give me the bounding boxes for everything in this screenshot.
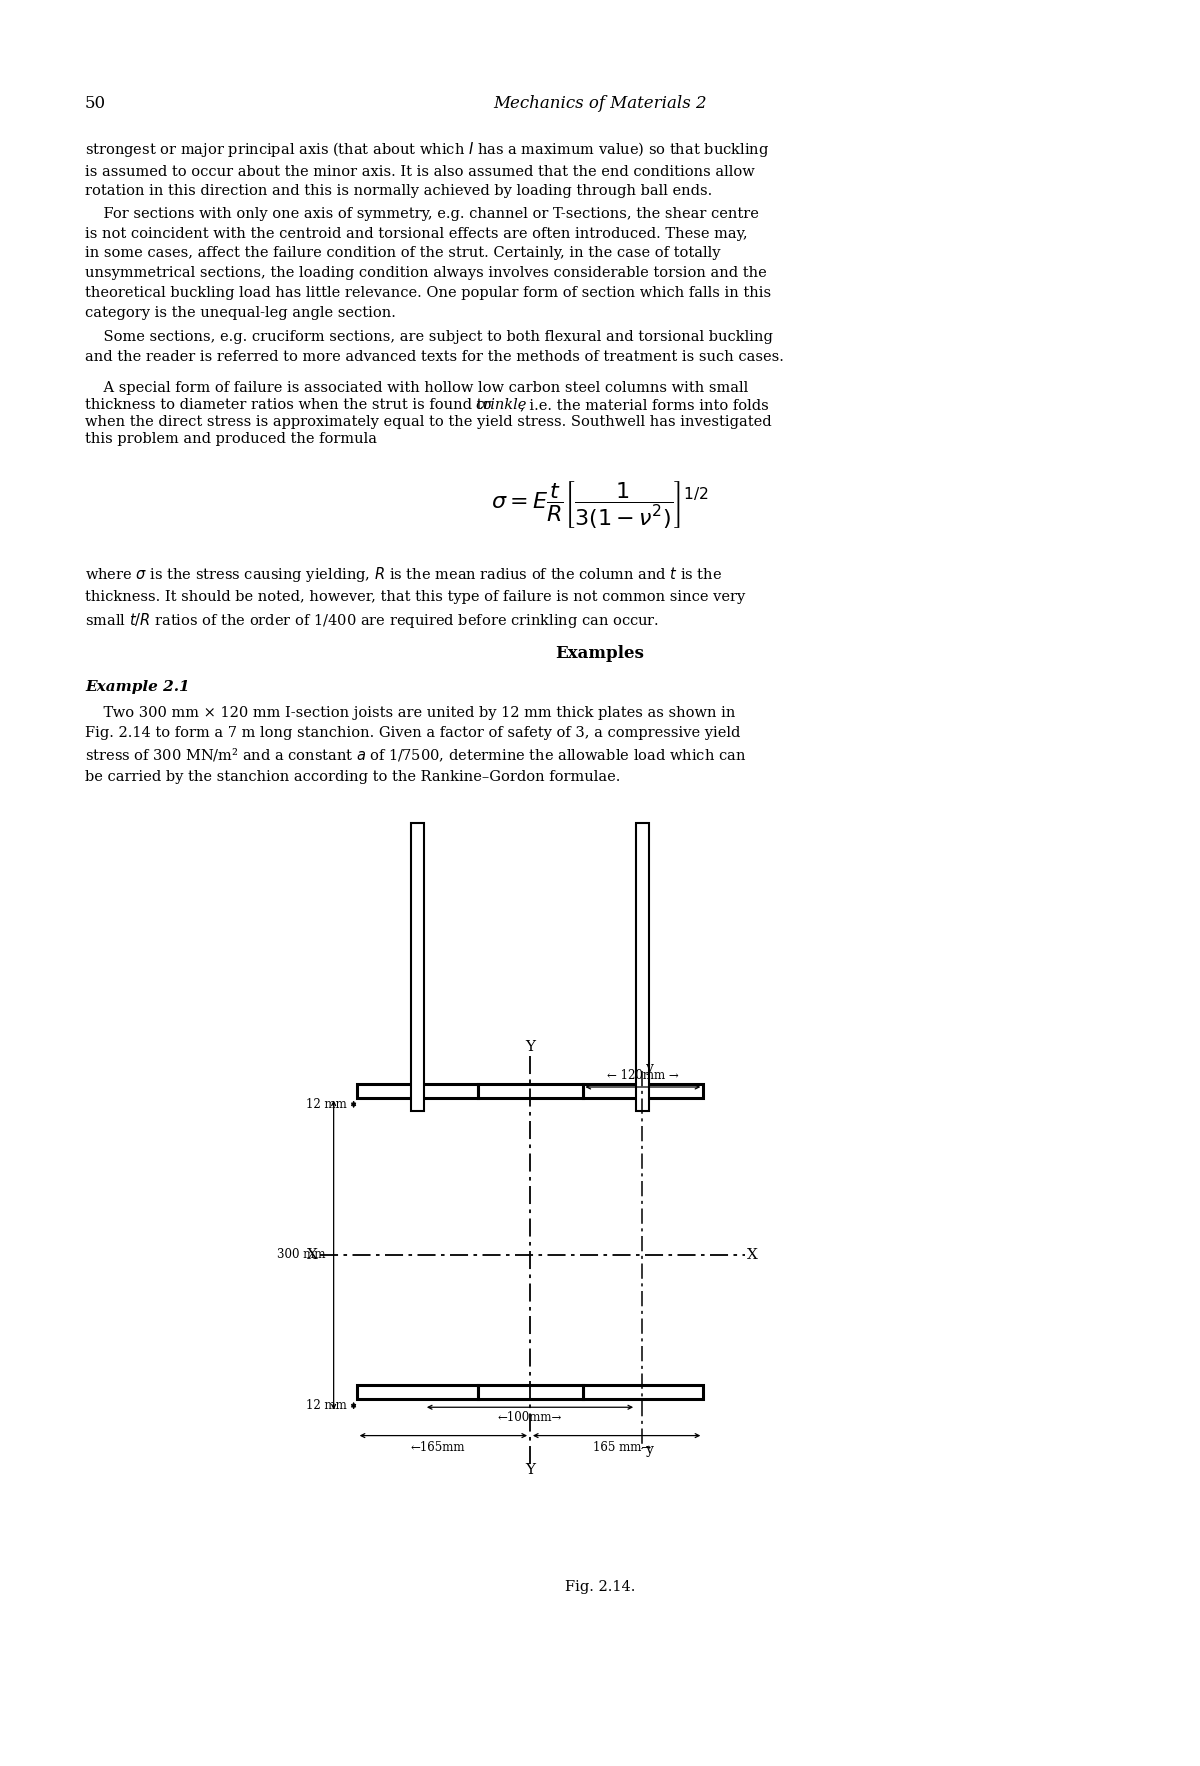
Text: Mechanics of Materials 2: Mechanics of Materials 2 — [493, 95, 707, 111]
Text: Some sections, e.g. cruciform sections, are subject to both flexural and torsion: Some sections, e.g. cruciform sections, … — [85, 330, 784, 364]
Bar — [305, 615, 756, 1045]
Bar — [356, 1084, 478, 1097]
Text: Fig. 2.14.: Fig. 2.14. — [565, 1581, 635, 1595]
Text: For sections with only one axis of symmetry, e.g. channel or T-sections, the she: For sections with only one axis of symme… — [85, 207, 772, 320]
Bar — [636, 823, 649, 1111]
Text: where $\sigma$ is the stress causing yielding, $R$ is the mean radius of the col: where $\sigma$ is the stress causing yie… — [85, 565, 745, 630]
Bar — [356, 1385, 478, 1399]
Text: 12 mm: 12 mm — [306, 1399, 347, 1413]
Bar — [582, 1084, 703, 1097]
Text: 12 mm: 12 mm — [306, 1098, 347, 1111]
Text: 300 mm: 300 mm — [277, 1249, 325, 1261]
Text: when the direct stress is approximately equal to the yield stress. Southwell has: when the direct stress is approximately … — [85, 415, 772, 429]
Text: this problem and produced the formula: this problem and produced the formula — [85, 433, 377, 447]
Text: ← 120mm →: ← 120mm → — [607, 1068, 679, 1083]
Text: Y: Y — [526, 1464, 535, 1476]
Text: strongest or major principal axis (that about which $I$ has a maximum value) so : strongest or major principal axis (that … — [85, 140, 769, 198]
Text: thickness to diameter ratios when the strut is found to: thickness to diameter ratios when the st… — [85, 397, 496, 411]
Text: ←165mm: ←165mm — [410, 1441, 466, 1453]
Text: X: X — [307, 1249, 318, 1263]
Text: A special form of failure is associated with hollow low carbon steel columns wit: A special form of failure is associated … — [85, 381, 749, 396]
Text: X: X — [748, 1249, 758, 1263]
Bar — [478, 1084, 582, 1097]
Text: crinkle: crinkle — [475, 397, 527, 411]
Text: , i.e. the material forms into folds: , i.e. the material forms into folds — [520, 397, 769, 411]
Text: 165 mm→: 165 mm→ — [593, 1441, 650, 1453]
Text: Y: Y — [526, 1040, 535, 1054]
Text: y: y — [646, 1061, 653, 1075]
Bar — [478, 1385, 582, 1399]
Text: y: y — [646, 1443, 653, 1457]
Text: ←100mm→: ←100mm→ — [498, 1411, 562, 1425]
Text: $\sigma = E\dfrac{t}{R}\left[\dfrac{1}{3(1-\nu^2)}\right]^{1/2}$: $\sigma = E\dfrac{t}{R}\left[\dfrac{1}{3… — [491, 480, 709, 530]
Text: Examples: Examples — [556, 645, 644, 662]
Bar — [412, 823, 424, 1111]
Text: Two 300 mm × 120 mm I-section joists are united by 12 mm thick plates as shown i: Two 300 mm × 120 mm I-section joists are… — [85, 706, 746, 784]
Bar — [582, 1385, 703, 1399]
Text: 50: 50 — [85, 95, 106, 111]
Text: Example 2.1: Example 2.1 — [85, 680, 190, 694]
